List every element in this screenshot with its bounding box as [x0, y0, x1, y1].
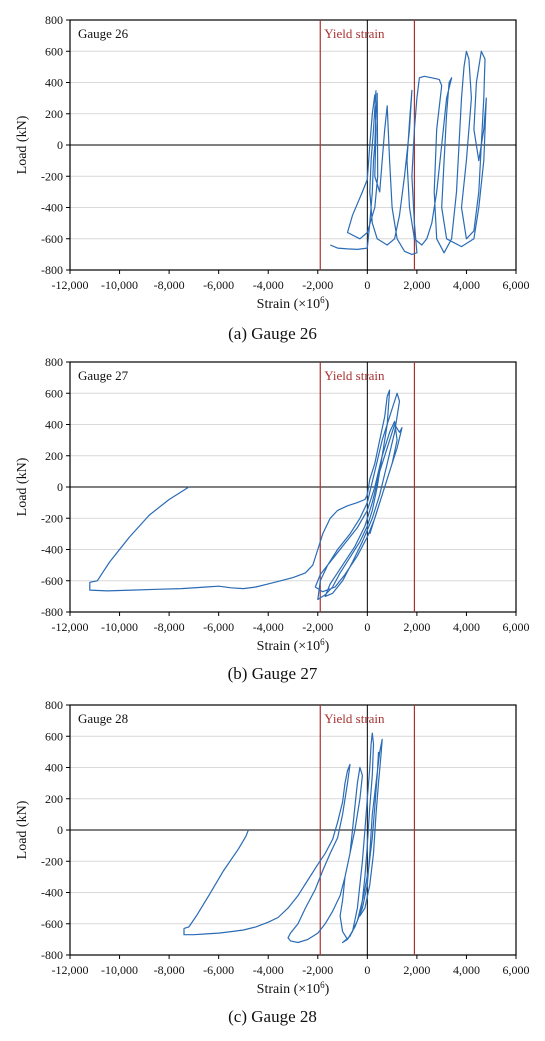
- y-tick-label: -200: [41, 169, 63, 183]
- x-tick-label: -10,000: [101, 963, 138, 977]
- x-tick-label: -6,000: [203, 963, 234, 977]
- load-strain-curve: [183, 732, 383, 944]
- x-tick-label: 4,000: [453, 963, 480, 977]
- x-tick-label: 6,000: [503, 278, 530, 292]
- yield-strain-label: Yield strain: [324, 711, 385, 726]
- x-tick-label: -2,000: [302, 278, 333, 292]
- x-tick-label: -2,000: [302, 620, 333, 634]
- x-tick-label: 6,000: [503, 620, 530, 634]
- y-tick-label: -200: [41, 511, 63, 525]
- load-strain-curve: [329, 50, 487, 255]
- x-axis-label: Strain (×106): [257, 637, 330, 654]
- y-tick-label: -200: [41, 854, 63, 868]
- x-tick-label: -6,000: [203, 278, 234, 292]
- y-tick-label: 400: [45, 418, 63, 432]
- x-tick-label: -12,000: [52, 278, 89, 292]
- y-tick-label: -800: [41, 948, 63, 962]
- x-tick-label: -8,000: [154, 278, 185, 292]
- chart-gauge-27: -12,000 -10,000 -8,000 -6,000 -4,000 -2,000 0 2…: [15, 355, 530, 654]
- x-tick-label: -8,000: [154, 620, 185, 634]
- y-tick-label: 800: [45, 698, 63, 712]
- y-tick-label: 400: [45, 761, 63, 775]
- chart-panel-gauge-28: -12,000 -10,000 -8,000 -6,000 -4,000 -2,000 0 2…: [0, 685, 545, 1041]
- chart-gauge-26: -12,000 -10,000 -8,000 -6,000 -4,000 -2,000 0 2…: [15, 13, 530, 312]
- x-tick-label: 6,000: [503, 963, 530, 977]
- x-tick-label: -10,000: [101, 278, 138, 292]
- x-tick-label: 0: [364, 963, 370, 977]
- x-tick-label: -2,000: [302, 963, 333, 977]
- y-tick-label: -400: [41, 886, 63, 900]
- x-tick-label: -4,000: [253, 278, 284, 292]
- x-tick-label: 0: [364, 278, 370, 292]
- y-axis-label: Load (kN): [15, 800, 30, 859]
- gauge-label: Gauge 28: [78, 711, 128, 726]
- x-tick-label: 4,000: [453, 620, 480, 634]
- y-tick-label: 200: [45, 792, 63, 806]
- yield-strain-label: Yield strain: [324, 26, 385, 41]
- yield-strain-label: Yield strain: [324, 368, 385, 383]
- chart-panel-gauge-26: -12,000 -10,000 -8,000 -6,000 -4,000 -2,000 0 2…: [0, 0, 545, 350]
- y-tick-label: -800: [41, 263, 63, 277]
- x-tick-label: 4,000: [453, 278, 480, 292]
- y-tick-label: 0: [57, 823, 63, 837]
- y-tick-label: -600: [41, 232, 63, 246]
- x-tick-label: 2,000: [403, 620, 430, 634]
- y-tick-label: -400: [41, 543, 63, 557]
- chart-gauge-28: -12,000 -10,000 -8,000 -6,000 -4,000 -2,000 0 2…: [15, 698, 530, 997]
- x-tick-label: -4,000: [253, 620, 284, 634]
- y-tick-label: 800: [45, 13, 63, 27]
- y-tick-label: 400: [45, 76, 63, 90]
- caption-gauge-27: (b) Gauge 27: [227, 664, 318, 683]
- caption-gauge-28: (c) Gauge 28: [228, 1007, 317, 1026]
- y-tick-label: 0: [57, 480, 63, 494]
- y-tick-label: -400: [41, 201, 63, 215]
- x-axis-label: Strain (×106): [257, 980, 330, 997]
- x-tick-label: 2,000: [403, 963, 430, 977]
- x-axis-label: Strain (×106): [257, 295, 330, 312]
- x-tick-label: -6,000: [203, 620, 234, 634]
- y-tick-label: -600: [41, 917, 63, 931]
- y-tick-label: 800: [45, 355, 63, 369]
- y-axis-label: Load (kN): [15, 115, 30, 174]
- y-tick-label: 200: [45, 449, 63, 463]
- gauge-label: Gauge 27: [78, 368, 129, 383]
- y-tick-label: -800: [41, 605, 63, 619]
- y-tick-label: 600: [45, 44, 63, 58]
- x-tick-label: -8,000: [154, 963, 185, 977]
- x-tick-label: 2,000: [403, 278, 430, 292]
- x-tick-label: -12,000: [52, 620, 89, 634]
- x-tick-label: -4,000: [253, 963, 284, 977]
- y-tick-label: 200: [45, 107, 63, 121]
- x-tick-label: -10,000: [101, 620, 138, 634]
- load-strain-curve: [89, 389, 403, 601]
- y-tick-label: 0: [57, 138, 63, 152]
- x-tick-label: -12,000: [52, 963, 89, 977]
- caption-gauge-26: (a) Gauge 26: [228, 324, 317, 343]
- y-axis-label: Load (kN): [15, 457, 30, 516]
- y-tick-label: 600: [45, 386, 63, 400]
- gauge-label: Gauge 26: [78, 26, 129, 41]
- y-tick-label: 600: [45, 729, 63, 743]
- x-tick-label: 0: [364, 620, 370, 634]
- chart-panel-gauge-27: -12,000 -10,000 -8,000 -6,000 -4,000 -2,000 0 2…: [0, 342, 545, 692]
- y-tick-label: -600: [41, 574, 63, 588]
